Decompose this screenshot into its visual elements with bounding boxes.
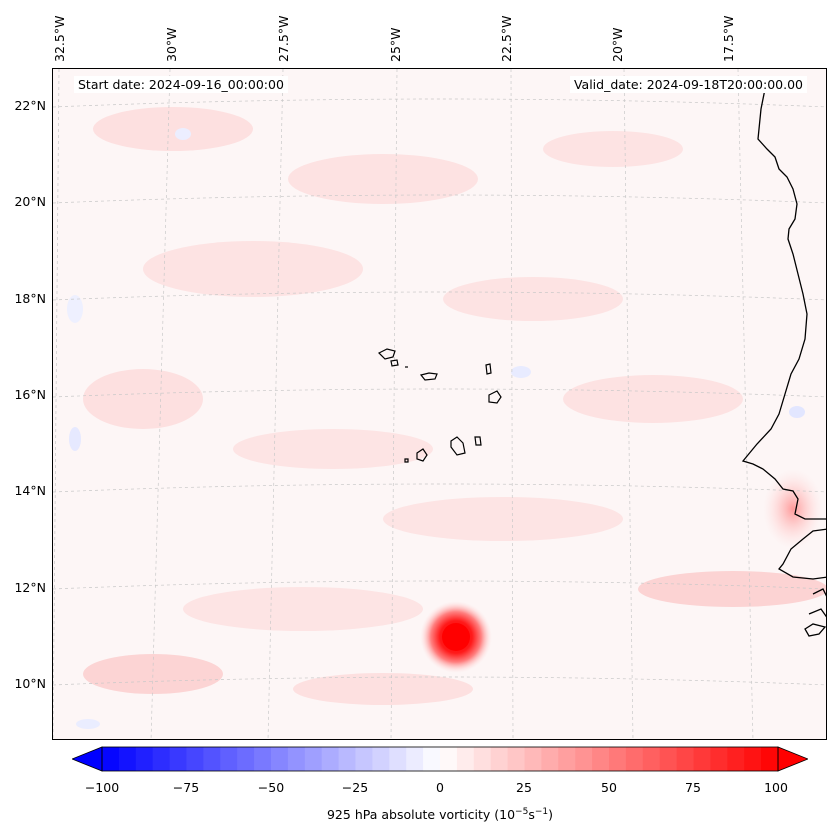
colorbar-cell <box>473 747 492 771</box>
colorbar-cell <box>304 747 323 771</box>
colorbar-cell <box>575 747 593 771</box>
lon-label: 32.5°W <box>52 15 67 62</box>
lon-label: 20°W <box>610 27 625 62</box>
colorbar-cell <box>220 747 238 771</box>
colorbar-cell <box>541 747 559 771</box>
colorbar-tick: −100 <box>84 780 120 795</box>
colorbar-cell <box>693 747 711 771</box>
colorbar-tick: 100 <box>764 780 788 795</box>
map-panel <box>52 68 827 740</box>
colorbar-cell <box>135 747 154 771</box>
colorbar-cell <box>203 747 221 771</box>
colorbar-cell <box>558 747 576 771</box>
lon-label: 22.5°W <box>499 15 514 62</box>
lat-label: 20°N <box>14 194 46 209</box>
colorbar-tick: 0 <box>436 780 444 795</box>
colorbar-tick: −50 <box>257 780 285 795</box>
colorbar <box>72 746 808 772</box>
colorbar-cell <box>642 747 661 771</box>
vorticity-map <box>53 69 826 739</box>
colorbar-cell <box>237 747 255 771</box>
colorbar-cell <box>456 747 475 771</box>
colorbar-title: 925 hPa absolute vorticity (10−5s−1) <box>326 807 553 823</box>
colorbar-cell <box>355 747 373 771</box>
colorbar-cell <box>186 747 204 771</box>
colorbar-cell <box>169 747 187 771</box>
colorbar-cell <box>287 747 306 771</box>
colorbar-cell <box>152 747 171 771</box>
cape-verde-islands <box>377 348 502 463</box>
colorbar-cell <box>440 747 458 771</box>
colorbar-cell <box>406 747 424 771</box>
start-date-label: Start date: 2024-09-16_00:00:00 <box>74 76 288 93</box>
lat-label: 22°N <box>14 98 46 113</box>
colorbar-extend-high <box>777 746 808 772</box>
colorbar-tick: 50 <box>601 780 617 795</box>
graticule <box>53 69 826 739</box>
colorbar-cell <box>609 747 627 771</box>
colorbar-cell <box>507 747 525 771</box>
colorbar-cell <box>524 747 542 771</box>
colorbar-cell <box>727 747 745 771</box>
colorbar-cell <box>102 747 120 771</box>
lon-label: 30°W <box>164 27 179 62</box>
colorbar-cell <box>710 747 728 771</box>
colorbar-cell <box>254 747 272 771</box>
colorbar-cell <box>271 747 289 771</box>
lon-label: 17.5°W <box>721 15 736 62</box>
valid-date-label: Valid_date: 2024-09-18T20:00:00.00 <box>569 76 807 93</box>
colorbar-cell <box>321 747 340 771</box>
colorbar-tick: 25 <box>516 780 532 795</box>
colorbar-cell <box>389 747 407 771</box>
colorbar-cell <box>625 747 644 771</box>
colorbar-cell <box>676 747 694 771</box>
colorbar-cell <box>118 747 137 771</box>
lat-label: 12°N <box>14 580 46 595</box>
colorbar-tick: 75 <box>685 780 701 795</box>
lon-label: 27.5°W <box>276 15 291 62</box>
colorbar-tick: −25 <box>341 780 369 795</box>
lat-label: 14°N <box>14 483 46 498</box>
colorbar-cell <box>659 747 678 771</box>
colorbar-cell <box>490 747 509 771</box>
colorbar-cell <box>592 747 610 771</box>
lon-label: 25°W <box>388 27 403 62</box>
coastline <box>741 88 826 637</box>
colorbar-cell <box>338 747 356 771</box>
colorbar-cell <box>744 747 762 771</box>
lat-label: 10°N <box>14 676 46 691</box>
colorbar-cell <box>761 747 779 771</box>
colorbar-cell <box>423 747 441 771</box>
colorbar-extend-low <box>72 746 103 772</box>
vorticity-field <box>67 107 826 729</box>
lat-label: 16°N <box>14 387 46 402</box>
lat-label: 18°N <box>14 291 46 306</box>
colorbar-cell <box>372 747 390 771</box>
colorbar-tick: −75 <box>172 780 200 795</box>
